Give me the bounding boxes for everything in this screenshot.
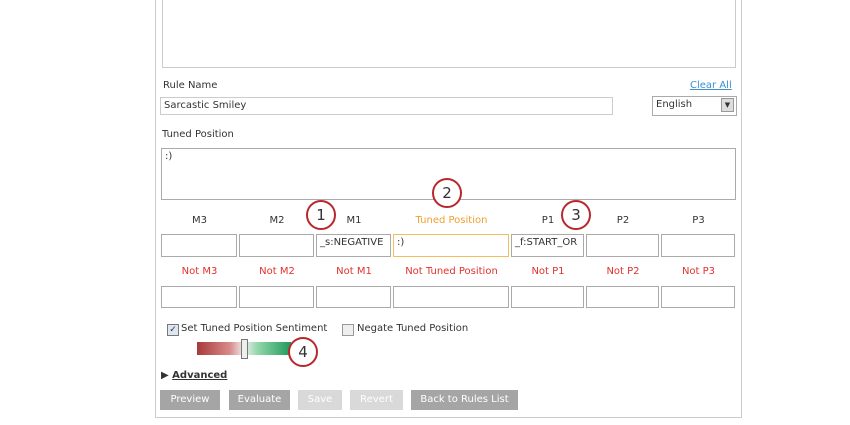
column-input[interactable]: :) [393, 234, 509, 257]
language-select[interactable]: English [652, 96, 737, 116]
callout: 1 [306, 200, 336, 230]
button[interactable]: Revert [350, 390, 403, 410]
not-column-input[interactable] [586, 286, 659, 308]
callout: 3 [561, 200, 591, 230]
not-column-input[interactable] [511, 286, 584, 308]
column-input[interactable] [586, 234, 659, 257]
column-input[interactable]: _s:NEGATIVE [316, 234, 391, 257]
callout: 2 [432, 178, 462, 208]
clear-all-link[interactable]: Clear All [690, 80, 732, 91]
column-input[interactable]: _f:START_OR [511, 234, 584, 257]
sentiment-checkbox[interactable]: ✓ [167, 324, 179, 336]
button[interactable]: Preview [160, 390, 220, 410]
not-column-header: Not M1 [336, 266, 372, 277]
advanced-toggle[interactable]: ▶ Advanced [161, 370, 227, 381]
column-header: P3 [692, 215, 705, 226]
not-column-header: Not P3 [681, 266, 716, 277]
arrow: ▶ [161, 370, 173, 381]
not-column-header: Not Tuned Position [405, 266, 498, 277]
not-column-header: Not M3 [181, 266, 218, 277]
column-header: M3 [192, 215, 207, 226]
negate-checkbox[interactable] [342, 324, 354, 336]
button[interactable]: Save [298, 390, 342, 410]
column-input[interactable] [161, 234, 237, 257]
column-input[interactable] [661, 234, 735, 257]
button[interactable]: Back to Rules List [411, 390, 518, 410]
not-column-input[interactable] [239, 286, 314, 308]
rule-name-input[interactable]: Sarcastic Smiley [160, 97, 613, 115]
negate-label: Negate Tuned Position [357, 323, 469, 334]
sentiment-label: Set Tuned Position Sentiment [181, 323, 328, 334]
tuned-position-label: Tuned Position [162, 129, 234, 140]
column-header: P1 [541, 215, 555, 226]
top-textarea[interactable] [162, 0, 736, 68]
button[interactable]: Evaluate [229, 390, 290, 410]
callout: 4 [288, 337, 318, 367]
column-header: P2 [616, 215, 630, 226]
column-input[interactable] [239, 234, 314, 257]
not-column-header: Not P1 [531, 266, 565, 277]
select-arrow[interactable]: ▼ [721, 98, 734, 112]
rule-name-label: Rule Name [163, 80, 218, 91]
slider-thumb[interactable] [241, 339, 248, 359]
not-column-header: Not P2 [606, 266, 640, 277]
column-header: Tuned Position [415, 215, 488, 226]
not-column-input[interactable] [316, 286, 391, 308]
not-column-input[interactable] [161, 286, 237, 308]
not-column-input[interactable] [661, 286, 735, 308]
column-header: M1 [346, 215, 362, 226]
panel [155, 0, 742, 418]
column-header: M2 [269, 215, 285, 226]
language-value: English [656, 99, 693, 110]
not-column-input[interactable] [393, 286, 509, 308]
advanced-label: Advanced [172, 370, 228, 381]
not-column-header: Not M2 [259, 266, 295, 277]
